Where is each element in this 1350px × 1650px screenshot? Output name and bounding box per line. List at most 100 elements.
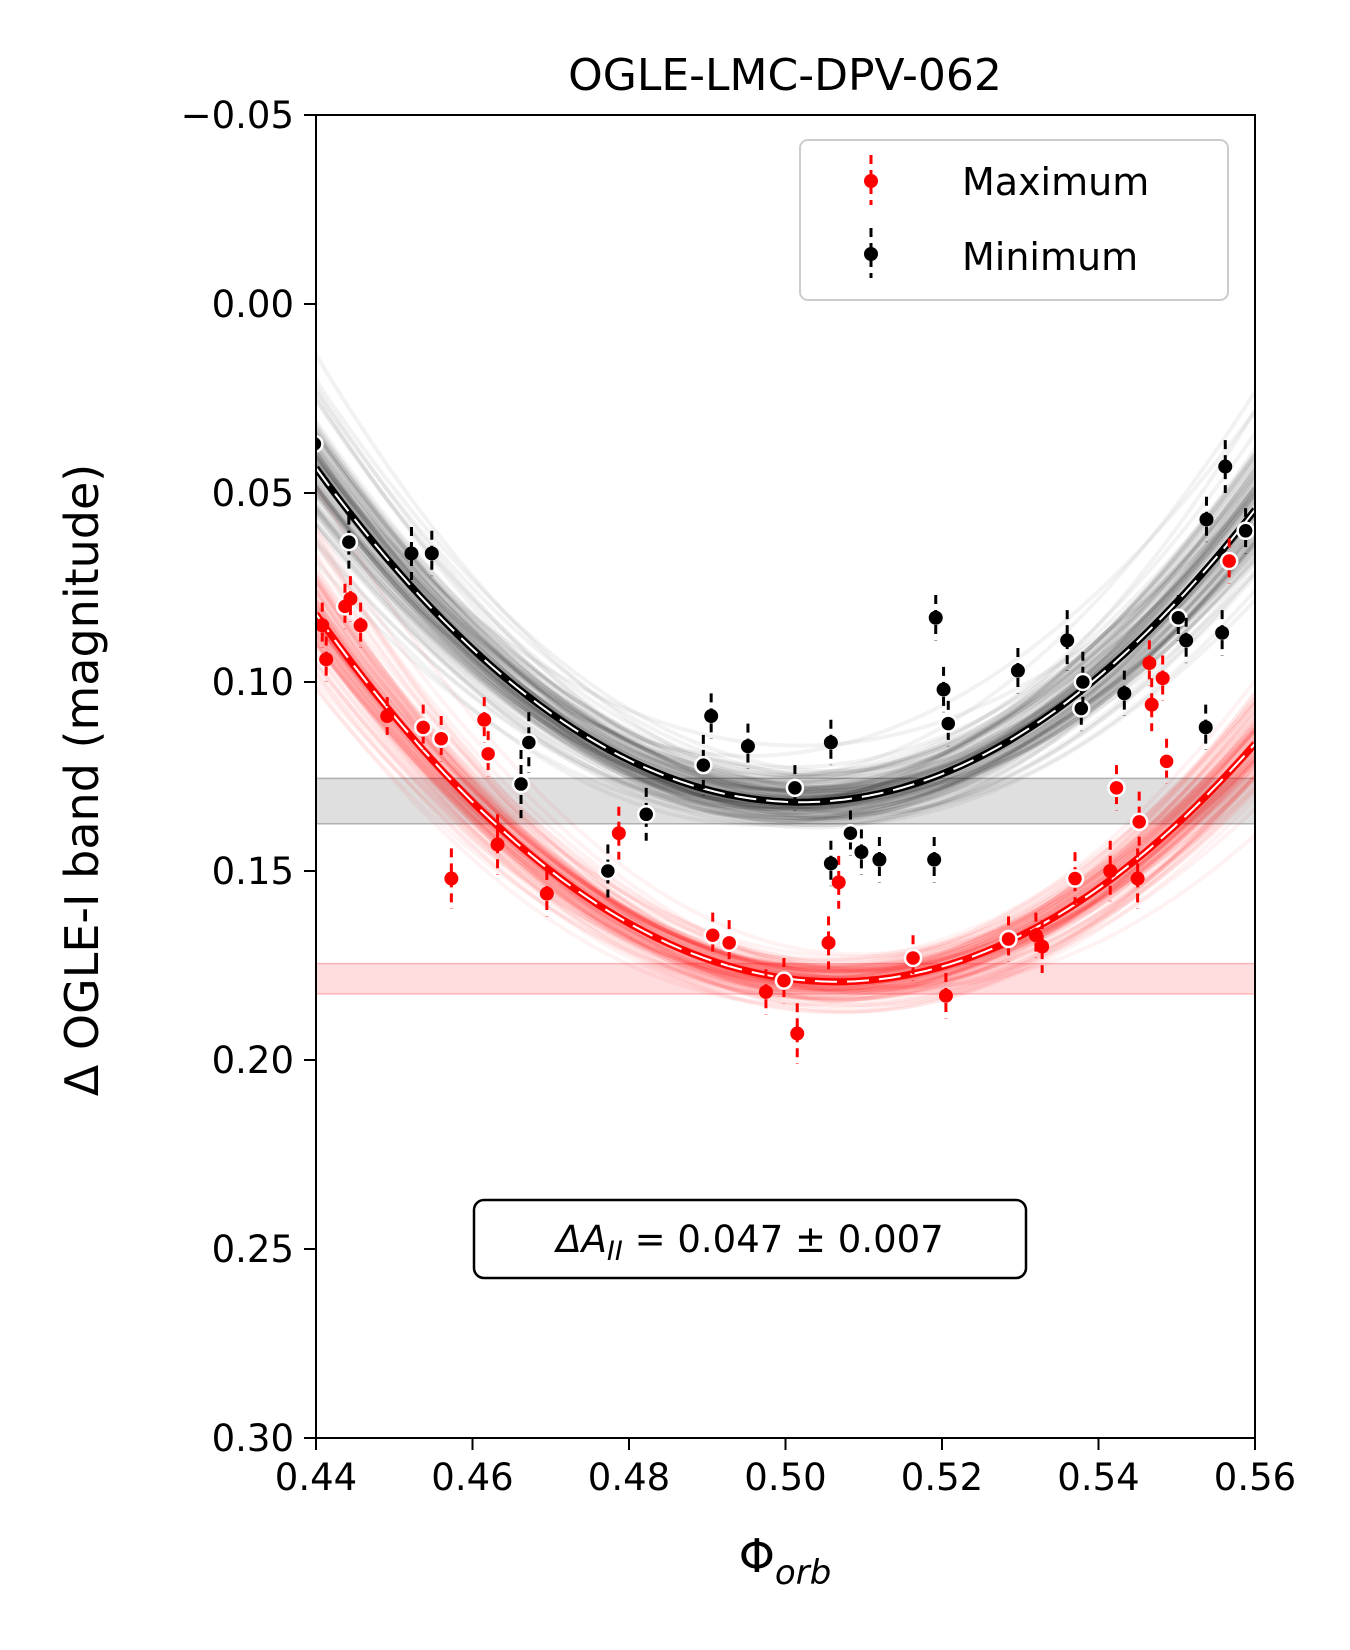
data-point	[872, 852, 887, 867]
data-point	[1236, 521, 1255, 541]
data-point	[404, 546, 419, 561]
model-sample-curve	[316, 469, 1255, 815]
model-sample-curve	[316, 522, 1255, 813]
model-sample-curve	[316, 454, 1255, 785]
data-point	[1179, 633, 1194, 648]
model-sample-curve	[316, 598, 1255, 970]
model-sample-curve	[316, 473, 1255, 797]
data-point	[758, 984, 773, 999]
data-point	[353, 618, 368, 633]
model-sample-curve	[316, 598, 1255, 973]
model-sample-curve	[316, 419, 1255, 778]
model-sample-curve	[316, 392, 1255, 798]
y-tick-label: 0.00	[212, 283, 294, 326]
model-sample-curve	[316, 569, 1255, 969]
legend: Maximum Minimum	[799, 139, 1229, 301]
model-sample-curve	[316, 529, 1255, 977]
data-point	[841, 823, 860, 843]
y-tick-label: 0.20	[212, 1039, 294, 1082]
model-sample-curve	[316, 590, 1255, 974]
model-sample-curve	[316, 452, 1255, 813]
x-tick-label: 0.50	[744, 1456, 826, 1499]
model-sample-curve	[316, 469, 1255, 810]
model-sample-curve	[316, 633, 1255, 969]
legend-maximum-marker	[864, 174, 878, 188]
data-point	[339, 532, 359, 552]
model-sample-curve	[316, 688, 1255, 993]
data-point	[774, 971, 794, 990]
model-sample-curve	[316, 507, 1255, 828]
model-sample-curve	[316, 353, 1255, 793]
x-axis-label-subscript: orb	[775, 1553, 831, 1593]
model-sample-curve	[316, 464, 1255, 830]
model-sample-curve	[316, 397, 1255, 777]
data-point	[1073, 672, 1093, 692]
model-sample-curve	[316, 431, 1255, 790]
data-point	[1169, 608, 1188, 627]
model-sample-curve	[316, 606, 1255, 962]
model-sample-curve	[316, 644, 1255, 1003]
data-point	[611, 826, 626, 841]
model-sample-curve	[316, 619, 1255, 1010]
data-point	[1142, 656, 1157, 671]
chart-title: OGLE-LMC-DPV-062	[568, 50, 1002, 101]
data-point	[1103, 864, 1118, 878]
model-sample-curve	[316, 513, 1255, 828]
x-tick-label: 0.48	[588, 1456, 670, 1499]
data-point	[703, 926, 722, 945]
data-point	[790, 1026, 805, 1041]
data-point	[1065, 869, 1085, 888]
annotation-box	[472, 1198, 1028, 1280]
data-point	[424, 546, 439, 561]
model-sample-curve	[316, 485, 1255, 821]
data-point	[999, 929, 1018, 949]
model-sample-curve	[316, 426, 1255, 785]
data-point	[1144, 697, 1159, 712]
model-sample-curve	[316, 484, 1255, 957]
data-point	[1155, 671, 1170, 686]
model-sample-curve	[316, 522, 1255, 823]
model-sample-curve	[316, 428, 1255, 791]
model-sample-curve	[316, 432, 1255, 800]
model-sample-curve	[316, 486, 1255, 818]
model-sample-curve	[316, 564, 1255, 1002]
data-point	[539, 886, 554, 901]
model-sample-curve	[316, 441, 1255, 784]
model-sample-curve	[316, 486, 1255, 821]
model-sample-curve	[316, 490, 1255, 811]
data-point	[1107, 778, 1126, 798]
y-axis-ticks: −0.05 0.00 0.05 0.10 0.15 0.20 0.25 0.30	[181, 94, 316, 1460]
model-sample-curve	[316, 446, 1255, 790]
data-point	[1157, 752, 1176, 771]
model-sample-curve	[316, 585, 1255, 973]
model-sample-curve	[316, 639, 1255, 1014]
annotation-text: ΔAII = 0.047 ± 0.007	[553, 1218, 943, 1267]
model-sample-curve	[316, 468, 1255, 770]
data-point	[719, 933, 739, 953]
data-point	[1129, 812, 1149, 832]
data-points	[316, 434, 1255, 1064]
data-point	[316, 618, 330, 633]
model-sample-curve	[316, 486, 1255, 818]
legend-frame	[799, 139, 1229, 301]
model-sample-curve	[316, 579, 1255, 969]
y-tick-label: 0.30	[212, 1417, 294, 1460]
model-sample-curve	[316, 470, 1255, 815]
model-sample-curve	[316, 604, 1255, 996]
data-point	[477, 712, 492, 727]
data-point	[1130, 871, 1145, 886]
model-sample-curve	[316, 460, 1255, 748]
data-point	[444, 871, 459, 886]
data-point	[1117, 686, 1132, 701]
y-tick-label: 0.05	[212, 472, 294, 515]
model-sample-curve	[316, 482, 1255, 816]
model-sample-curve	[316, 538, 1255, 974]
model-sample-curve	[316, 659, 1255, 1001]
model-sample-curve	[316, 595, 1255, 975]
data-point	[431, 729, 451, 748]
data-point	[511, 774, 531, 794]
model-sample-curve	[316, 450, 1255, 794]
legend-minimum-label: Minimum	[962, 235, 1138, 279]
model-sample-curve	[316, 452, 1255, 795]
data-point	[785, 778, 805, 798]
